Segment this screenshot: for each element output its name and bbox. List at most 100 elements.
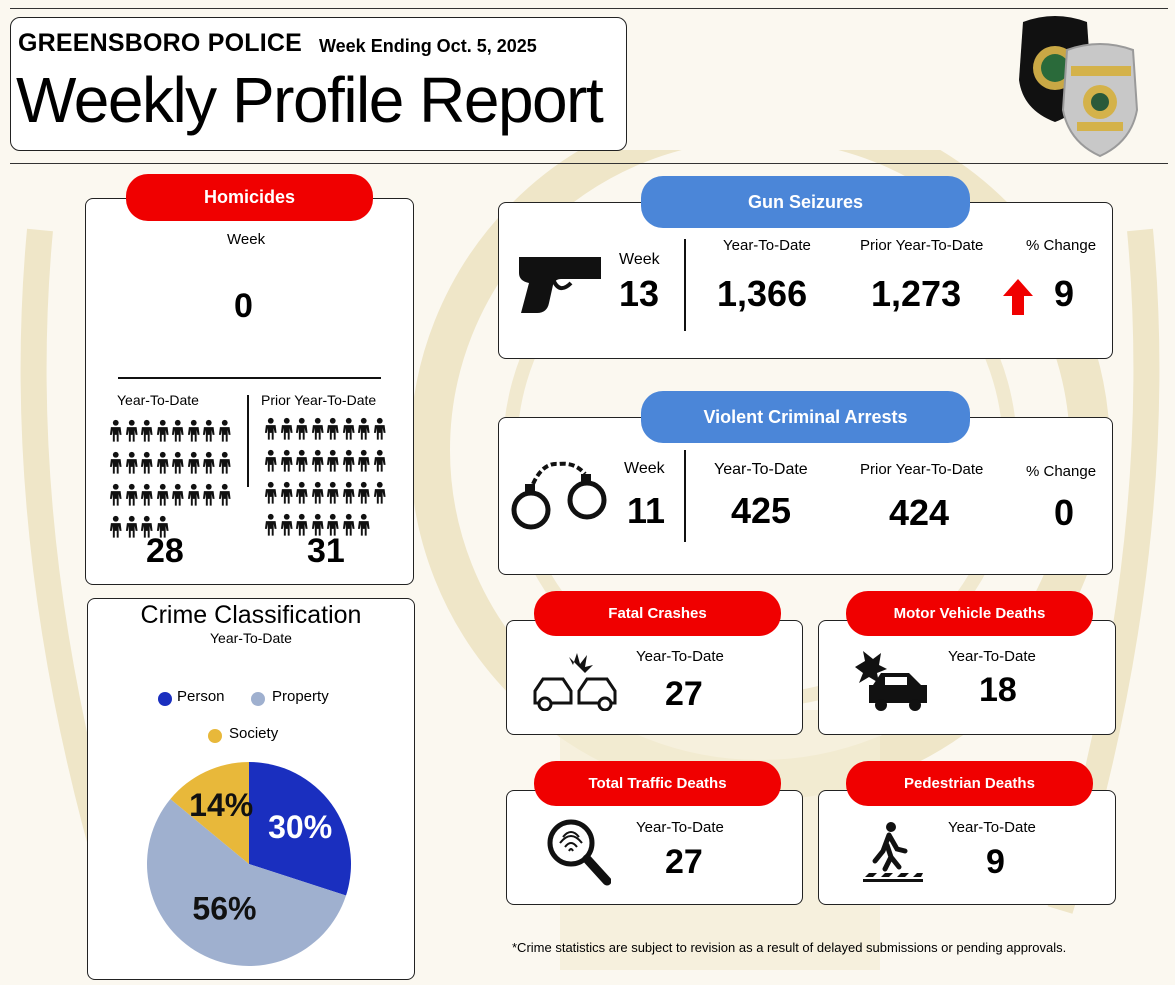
homicides-ytd-label: Year-To-Date	[117, 392, 199, 408]
homicide-ytd-person-icon	[108, 451, 124, 480]
homicide-ytd-person-icon	[108, 483, 124, 512]
homicides-week-value: 0	[234, 287, 253, 325]
homicide-prior-person-icon	[341, 481, 357, 510]
homicides-ytd-value: 28	[146, 532, 184, 570]
homicide-ytd-person-icon	[124, 483, 140, 512]
pedestrian-ytd-label: Year-To-Date	[948, 819, 1036, 836]
gun-change-label: % Change	[1026, 237, 1097, 254]
homicide-ytd-person-icon	[155, 483, 171, 512]
homicide-prior-person-icon	[294, 449, 310, 478]
chart-title: Crime Classification	[140, 601, 362, 629]
homicide-prior-person-icon	[372, 417, 388, 446]
arrow-up-icon	[1003, 279, 1033, 315]
homicide-ytd-person-icon	[170, 483, 186, 512]
homicide-ytd-person-icon	[108, 515, 124, 544]
gun-seizures-title: Gun Seizures	[641, 176, 970, 228]
homicides-ytd-pictogram	[108, 419, 232, 544]
homicides-title: Homicides	[126, 174, 373, 221]
total-traffic-deaths-card: Year-To-Date 27	[506, 790, 803, 905]
homicide-ytd-person-icon	[201, 451, 217, 480]
car-impact-icon	[855, 651, 927, 711]
homicide-ytd-person-icon	[201, 419, 217, 448]
gun-change-value: 9	[1054, 273, 1075, 314]
motor-vehicle-ytd-label: Year-To-Date	[948, 648, 1036, 665]
homicide-prior-person-icon	[263, 417, 279, 446]
violent-arrests-title: Violent Criminal Arrests	[641, 391, 970, 443]
motor-vehicle-ytd-value: 18	[979, 671, 1017, 709]
traffic-deaths-ytd-value: 27	[665, 843, 703, 881]
arrests-week-label: Week	[624, 460, 665, 477]
pedestrian-deaths-title: Pedestrian Deaths	[846, 761, 1093, 806]
fatal-crashes-ytd-label: Year-To-Date	[636, 648, 724, 665]
arrests-ytd-label: Year-To-Date	[714, 461, 808, 478]
homicide-ytd-person-icon	[217, 483, 233, 512]
handcuffs-icon	[511, 461, 607, 530]
arrests-ytd-value: 425	[731, 490, 792, 531]
homicide-prior-person-icon	[279, 513, 295, 542]
homicides-week-label: Week	[227, 231, 266, 248]
arrests-week-value: 11	[627, 490, 666, 531]
homicide-ytd-person-icon	[201, 483, 217, 512]
pie-slice-society	[170, 762, 249, 864]
pie-slice-property	[147, 798, 347, 966]
legend-label-property: Property	[272, 688, 329, 705]
car-crash-icon	[533, 653, 617, 711]
gun-seizures-card: Week 13 Year-To-Date 1,366 Prior Year-To…	[498, 202, 1113, 359]
homicide-ytd-person-icon	[155, 515, 171, 544]
homicide-prior-person-icon	[356, 513, 372, 542]
report-header: GREENSBORO POLICE Week Ending Oct. 5, 20…	[10, 17, 627, 151]
legend-swatch-person	[158, 692, 172, 706]
homicide-prior-person-icon	[310, 513, 326, 542]
homicide-ytd-person-icon	[124, 419, 140, 448]
homicide-prior-person-icon	[279, 449, 295, 478]
homicide-prior-person-icon	[279, 481, 295, 510]
homicide-ytd-person-icon	[186, 419, 202, 448]
footnote: *Crime statistics are subject to revisio…	[512, 940, 1067, 955]
homicide-ytd-person-icon	[139, 515, 155, 544]
fatal-crashes-ytd-value: 27	[665, 675, 703, 713]
homicide-ytd-person-icon	[139, 419, 155, 448]
fatal-crashes-card: Year-To-Date 27	[506, 620, 803, 735]
police-badges-logo	[1019, 16, 1139, 158]
homicide-prior-person-icon	[294, 417, 310, 446]
homicide-prior-person-icon	[325, 481, 341, 510]
homicide-ytd-person-icon	[170, 451, 186, 480]
pie-slice-person	[249, 762, 351, 896]
homicide-prior-person-icon	[310, 481, 326, 510]
homicides-prior-label: Prior Year-To-Date	[261, 392, 377, 408]
crime-classification-card: Crime Classification Year-To-Date Person…	[87, 598, 415, 980]
gun-ytd-value: 1,366	[717, 273, 808, 314]
motor-vehicle-deaths-card: Year-To-Date 18	[818, 620, 1116, 735]
homicide-ytd-person-icon	[139, 451, 155, 480]
gun-prior-value: 1,273	[871, 273, 962, 314]
homicide-prior-person-icon	[372, 449, 388, 478]
homicide-ytd-person-icon	[124, 451, 140, 480]
homicide-prior-person-icon	[356, 449, 372, 478]
gun-prior-label: Prior Year-To-Date	[860, 237, 984, 254]
homicide-ytd-person-icon	[217, 419, 233, 448]
fatal-crashes-title: Fatal Crashes	[534, 591, 781, 636]
homicide-prior-person-icon	[325, 449, 341, 478]
homicide-ytd-person-icon	[186, 451, 202, 480]
gun-week-value: 13	[619, 273, 660, 314]
pie-label-person: 30%	[268, 809, 332, 845]
homicide-prior-person-icon	[356, 417, 372, 446]
homicide-prior-person-icon	[310, 449, 326, 478]
homicide-ytd-person-icon	[155, 419, 171, 448]
pedestrian-ytd-value: 9	[986, 843, 1005, 881]
arrests-prior-value: 424	[889, 492, 950, 533]
homicide-ytd-person-icon	[155, 451, 171, 480]
homicide-prior-person-icon	[279, 417, 295, 446]
homicide-prior-person-icon	[294, 513, 310, 542]
homicide-prior-person-icon	[263, 449, 279, 478]
homicide-prior-person-icon	[341, 417, 357, 446]
arrests-prior-label: Prior Year-To-Date	[860, 461, 984, 478]
pie-label-society: 14%	[189, 787, 253, 823]
homicide-ytd-person-icon	[217, 451, 233, 480]
homicide-prior-person-icon	[263, 481, 279, 510]
violent-arrests-card: Week 11 Year-To-Date 425 Prior Year-To-D…	[498, 417, 1113, 575]
homicide-prior-person-icon	[341, 449, 357, 478]
homicide-prior-person-icon	[294, 481, 310, 510]
homicide-prior-person-icon	[325, 417, 341, 446]
agency-name: GREENSBORO POLICE	[18, 29, 302, 57]
